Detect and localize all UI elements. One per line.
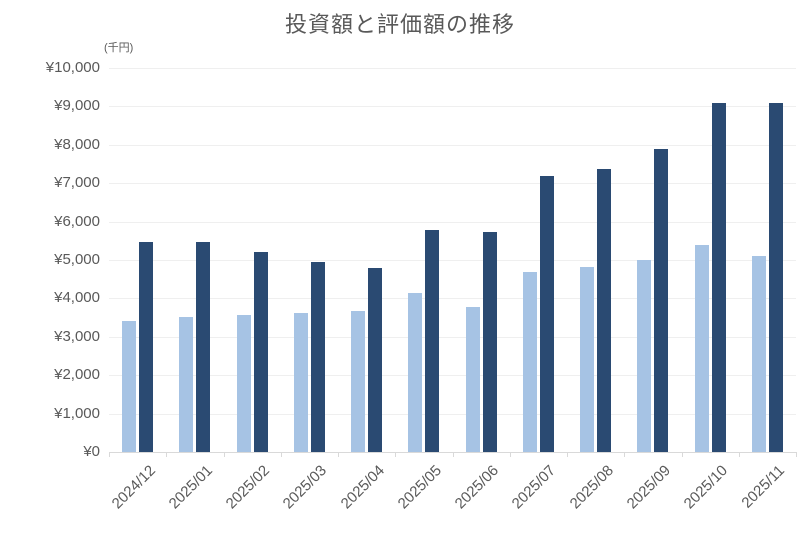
gridline bbox=[109, 68, 796, 69]
y-axis-label: ¥5,000 bbox=[54, 251, 100, 268]
x-axis-tick bbox=[453, 452, 454, 457]
bar-投資額-2025/10 bbox=[695, 245, 709, 452]
bar-評価額-2025/02 bbox=[254, 252, 268, 452]
x-axis-label: 2025/07 bbox=[509, 462, 560, 513]
x-axis-tick bbox=[395, 452, 396, 457]
bar-投資額-2025/07 bbox=[523, 272, 537, 452]
x-axis-tick bbox=[338, 452, 339, 457]
chart-title: 投資額と評価額の推移 bbox=[284, 12, 515, 37]
bar-評価額-2025/05 bbox=[425, 230, 439, 452]
bar-投資額-2025/06 bbox=[466, 307, 480, 452]
x-axis-tick bbox=[166, 452, 167, 457]
bar-投資額-2025/02 bbox=[237, 315, 251, 452]
bar-評価額-2025/01 bbox=[196, 242, 210, 452]
y-axis-label: ¥1,000 bbox=[54, 404, 100, 422]
y-axis-label: ¥7,000 bbox=[54, 174, 100, 192]
x-axis-tick bbox=[281, 452, 282, 457]
bar-評価額-2025/03 bbox=[311, 262, 325, 452]
bar-評価額-2025/07 bbox=[540, 176, 554, 452]
x-axis-tick bbox=[624, 452, 625, 457]
gridline bbox=[109, 375, 796, 377]
bar-評価額-2025/11 bbox=[769, 103, 783, 452]
x-axis-label: 2025/02 bbox=[222, 462, 274, 513]
y-axis-label: ¥4,000 bbox=[54, 289, 100, 307]
x-axis-label: 2025/06 bbox=[451, 462, 503, 513]
y-axis-label: ¥9,000 bbox=[54, 97, 100, 115]
y-axis-unit-label: (千円) bbox=[104, 42, 134, 54]
x-axis-label: 2025/10 bbox=[680, 462, 732, 513]
bar-評価額-2024/12 bbox=[139, 242, 153, 452]
bar-評価額-2025/04 bbox=[368, 268, 382, 452]
x-axis-tick bbox=[796, 452, 797, 457]
x-axis-label: 2024/12 bbox=[108, 462, 159, 513]
bar-投資額-2025/08 bbox=[580, 267, 594, 452]
bar-評価額-2025/10 bbox=[712, 103, 726, 452]
x-axis-label: 2025/09 bbox=[623, 462, 674, 513]
y-axis-label: ¥6,000 bbox=[54, 212, 100, 230]
gridline bbox=[109, 106, 796, 108]
x-axis-tick bbox=[510, 452, 511, 457]
bar-投資額-2025/05 bbox=[408, 293, 422, 452]
x-axis-label: 2025/08 bbox=[566, 462, 617, 513]
x-axis-label: 2025/11 bbox=[738, 462, 789, 512]
plot-area bbox=[109, 68, 797, 457]
bar-投資額-2025/03 bbox=[294, 313, 308, 452]
y-axis-label: ¥2,000 bbox=[54, 366, 100, 384]
bar-投資額-2025/01 bbox=[179, 317, 193, 452]
bar-投資額-2025/04 bbox=[351, 311, 365, 452]
x-axis-tick bbox=[682, 452, 683, 457]
gridline bbox=[109, 413, 796, 415]
bar-評価額-2025/06 bbox=[483, 232, 497, 452]
bar-評価額-2025/09 bbox=[654, 149, 668, 452]
x-axis-label: 2025/05 bbox=[394, 462, 445, 513]
x-axis-tick bbox=[109, 452, 110, 457]
x-axis-tick bbox=[224, 452, 225, 457]
y-axis-label: ¥10,000 bbox=[45, 59, 100, 76]
x-axis-tick bbox=[739, 452, 740, 457]
bar-投資額-2024/12 bbox=[122, 321, 136, 452]
x-axis-tick bbox=[567, 452, 568, 457]
gridline bbox=[109, 336, 796, 338]
x-axis-label: 2025/04 bbox=[337, 462, 388, 513]
gridline bbox=[109, 183, 796, 185]
y-axis-label: ¥3,000 bbox=[54, 327, 100, 345]
gridline bbox=[109, 260, 796, 261]
y-axis-label: ¥0 bbox=[83, 443, 100, 460]
gridline bbox=[109, 221, 796, 223]
gridline bbox=[109, 144, 796, 146]
y-axis-label: ¥8,000 bbox=[54, 135, 100, 153]
gridline bbox=[109, 298, 796, 300]
bar-投資額-2025/09 bbox=[637, 260, 651, 452]
bar-投資額-2025/11 bbox=[752, 256, 766, 452]
x-axis-label: 2025/03 bbox=[280, 462, 331, 513]
x-axis-line bbox=[109, 452, 796, 453]
x-axis-label: 2025/01 bbox=[165, 462, 216, 513]
bar-評価額-2025/08 bbox=[597, 169, 611, 452]
